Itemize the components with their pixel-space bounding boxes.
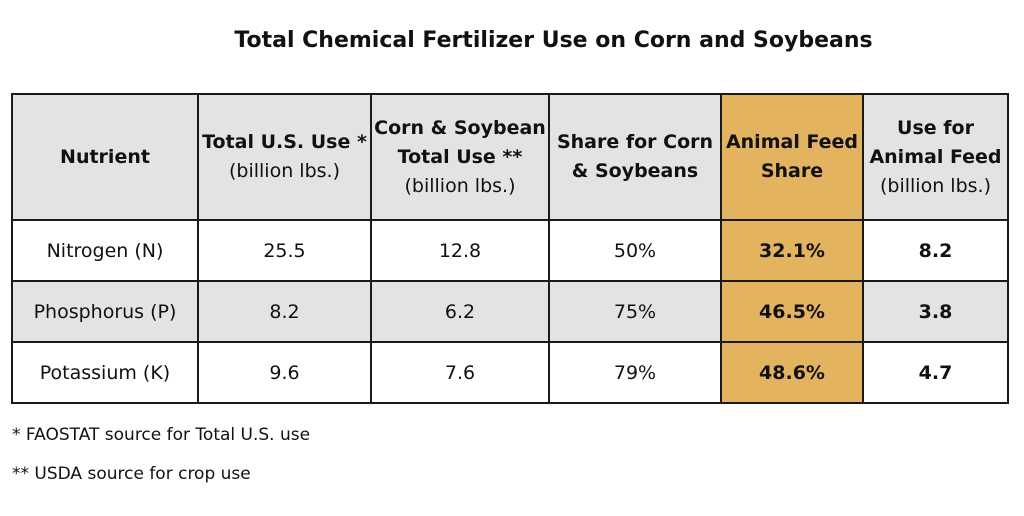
header-animal-share-label-1: Animal Feed (725, 131, 859, 153)
cell-animal-share: 48.6% (720, 341, 864, 404)
header-corn-soy-use-unit: (billion lbs.) (404, 174, 516, 197)
cell-animal-use: 3.8 (862, 280, 1009, 343)
table-row: Phosphorus (P) 8.2 6.2 75% 46.5% 3.8 (11, 280, 1009, 343)
cell-total-us-use: 8.2 (197, 280, 372, 343)
cell-total-us-use: 25.5 (197, 219, 372, 282)
cell-share: 79% (548, 341, 722, 404)
cell-animal-share: 32.1% (720, 219, 864, 282)
footnote-usda: ** USDA source for crop use (12, 464, 251, 484)
header-share: Share for Corn & Soybeans (548, 93, 722, 221)
cell-nutrient: Potassium (K) (11, 341, 199, 404)
header-animal-use-label-2: Animal Feed (869, 145, 1002, 168)
page-title: Total Chemical Fertilizer Use on Corn an… (234, 28, 873, 53)
header-animal-share-label-2: Share (760, 160, 824, 182)
table-row: Potassium (K) 9.6 7.6 79% 48.6% 4.7 (11, 341, 1009, 404)
cell-corn-soy-use: 7.6 (370, 341, 550, 404)
header-total-us-use-label: Total U.S. Use * (202, 131, 367, 153)
cell-share: 50% (548, 219, 722, 282)
cell-animal-share: 46.5% (720, 280, 864, 343)
cell-corn-soy-use: 12.8 (370, 219, 550, 282)
header-share-label-1: Share for Corn (556, 131, 714, 153)
header-nutrient-label: Nutrient (60, 145, 150, 168)
header-total-us-use: Total U.S. Use * (billion lbs.) (197, 93, 372, 221)
cell-animal-use: 4.7 (862, 341, 1009, 404)
header-corn-soy-use: Corn & Soybean Total Use ** (billion lbs… (370, 93, 550, 221)
cell-corn-soy-use: 6.2 (370, 280, 550, 343)
cell-nutrient: Phosphorus (P) (11, 280, 199, 343)
fertilizer-table: Nutrient Total U.S. Use * (billion lbs.)… (11, 93, 1009, 404)
table-header-row: Nutrient Total U.S. Use * (billion lbs.)… (11, 93, 1009, 221)
table-row: Nitrogen (N) 25.5 12.8 50% 32.1% 8.2 (11, 219, 1009, 282)
header-animal-use-unit: (billion lbs.) (880, 174, 991, 197)
cell-total-us-use: 9.6 (197, 341, 372, 404)
header-animal-use-label-1: Use for (897, 116, 974, 139)
cell-animal-use: 8.2 (862, 219, 1009, 282)
header-total-us-use-unit: (billion lbs.) (229, 160, 340, 182)
header-share-label-2: & Soybeans (571, 160, 699, 182)
header-animal-feed-use: Use for Animal Feed (billion lbs.) (862, 93, 1009, 221)
header-corn-soy-use-label-1: Corn & Soybean (374, 116, 546, 139)
footnote-faostat: * FAOSTAT source for Total U.S. use (12, 425, 311, 445)
header-animal-feed-share: Animal Feed Share (720, 93, 864, 221)
header-corn-soy-use-label-2: Total Use ** (397, 145, 523, 168)
cell-share: 75% (548, 280, 722, 343)
cell-nutrient: Nitrogen (N) (11, 219, 199, 282)
header-nutrient: Nutrient (11, 93, 199, 221)
